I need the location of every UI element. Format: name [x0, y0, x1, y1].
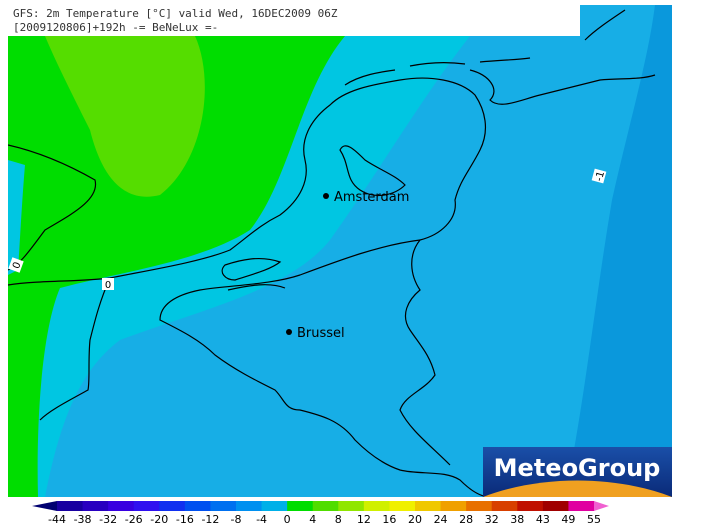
legend-swatch [108, 501, 135, 511]
legend-tick-label: -44 [48, 513, 66, 525]
contour-label-text: 0 [105, 280, 111, 291]
city-label: Amsterdam [334, 190, 409, 205]
legend-swatch [159, 501, 186, 511]
logo-text: MeteoGroup [494, 454, 661, 482]
legend-tick-label: 49 [561, 513, 575, 525]
logo-arc [483, 480, 672, 497]
legend-tick-label: 55 [587, 513, 601, 525]
legend-swatch [466, 501, 493, 511]
contour-label: -1 [591, 168, 607, 184]
legend-end [32, 501, 57, 511]
header-line: GFS: 2m Temperature [°C] valid Wed, 16DE… [13, 7, 338, 20]
contour-label: 0 [8, 257, 24, 273]
legend-tick-label: 8 [335, 513, 342, 525]
legend-tick-label: 38 [510, 513, 524, 525]
legend-tick-label: 0 [284, 513, 291, 525]
legend-swatch [338, 501, 365, 511]
contour-label-box [102, 278, 114, 290]
legend-swatch [517, 501, 544, 511]
legend-swatch [210, 501, 237, 511]
legend-swatch [542, 501, 569, 511]
legend-swatch [236, 501, 263, 511]
legend-tick-label: -32 [99, 513, 117, 525]
legend-swatch [568, 501, 595, 511]
legend-swatch [133, 501, 160, 511]
legend-swatch [389, 501, 416, 511]
header-box [8, 5, 580, 36]
header-line: [2009120806]+192h -= BeNeLux =- [13, 21, 218, 34]
legend-tick-label: -12 [201, 513, 219, 525]
city-label: Brussel [297, 326, 345, 341]
legend-swatch [261, 501, 288, 511]
legend-tick-label: -8 [231, 513, 242, 525]
contour-label: 0 [102, 278, 114, 291]
legend: -44 -38 -32 -26 -20 -16 -12 -8 -4 0 4 8 12 16 20 24 28 32… [32, 501, 609, 525]
legend-tick-label: -26 [125, 513, 143, 525]
legend-tick-label: -20 [150, 513, 168, 525]
city-dot [323, 193, 329, 199]
legend-swatch [415, 501, 442, 511]
legend-swatch [184, 501, 211, 511]
legend-swatch [287, 501, 314, 511]
legend-swatch [57, 501, 84, 511]
map: 0 0 -1 Amsterdam Brussel [8, 5, 672, 497]
contour-label-box [591, 168, 607, 184]
contour-label-text: -1 [594, 170, 607, 182]
legend-tick-label: -4 [256, 513, 267, 525]
legend-tick-label: -16 [176, 513, 194, 525]
city-dot [286, 329, 292, 335]
legend-tick-label: 16 [382, 513, 396, 525]
region-dark-blue [565, 5, 672, 497]
legend-swatch [440, 501, 467, 511]
legend-tick-label: 28 [459, 513, 473, 525]
legend-tick-label: 20 [408, 513, 422, 525]
legend-swatch [491, 501, 518, 511]
legend-swatch [82, 501, 109, 511]
legend-swatch [363, 501, 390, 511]
legend-tick-label: 4 [309, 513, 316, 525]
contour-labels: 0 0 -1 [8, 168, 607, 291]
region-cyan-edge [8, 160, 25, 275]
legend-tick-label: 12 [357, 513, 371, 525]
legend-swatch [312, 501, 339, 511]
contour-label-box [8, 257, 24, 273]
contour-label-text: 0 [11, 261, 24, 271]
legend-tick-label: -38 [74, 513, 92, 525]
legend-end [594, 501, 609, 511]
region-green [8, 36, 345, 497]
legend-tick-label: 32 [485, 513, 499, 525]
legend-tick-label: 24 [434, 513, 448, 525]
logo: MeteoGroup [483, 447, 672, 497]
legend-tick-label: 43 [536, 513, 550, 525]
region-light-green [45, 36, 205, 197]
borders [8, 9, 656, 497]
